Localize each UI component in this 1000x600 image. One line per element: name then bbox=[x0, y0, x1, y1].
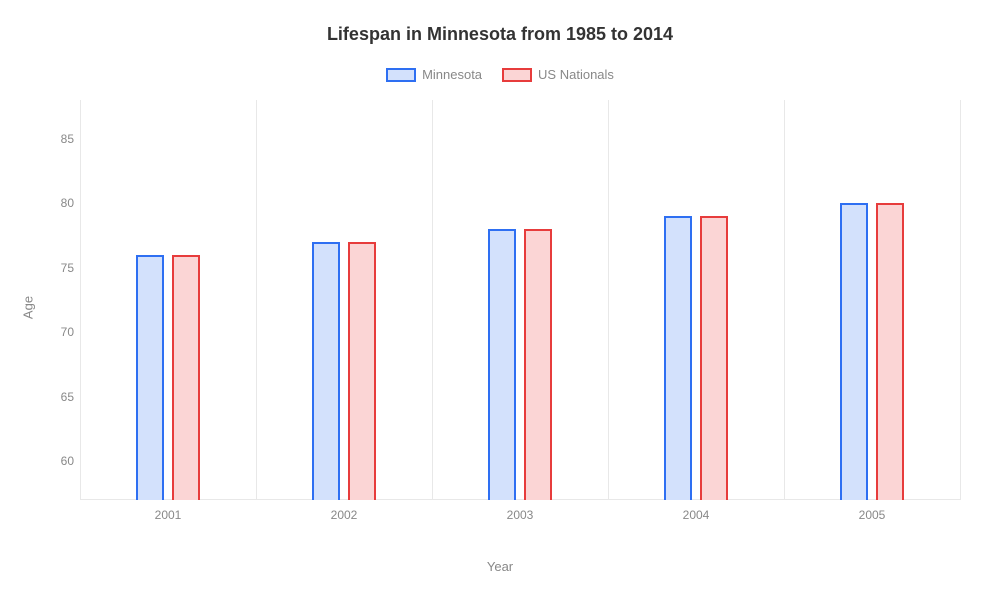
legend-label: US Nationals bbox=[538, 67, 614, 82]
y-tick: 80 bbox=[50, 196, 74, 210]
y-tick: 70 bbox=[50, 325, 74, 339]
x-tick: 2001 bbox=[155, 508, 182, 522]
x-tick: 2002 bbox=[331, 508, 358, 522]
baseline bbox=[80, 499, 960, 500]
bar bbox=[488, 229, 516, 500]
legend-item: Minnesota bbox=[386, 67, 482, 82]
chart-container: Lifespan in Minnesota from 1985 to 2014 … bbox=[0, 0, 1000, 600]
y-tick: 60 bbox=[50, 454, 74, 468]
legend-swatch bbox=[386, 68, 416, 82]
legend-swatch bbox=[502, 68, 532, 82]
x-tick: 2004 bbox=[683, 508, 710, 522]
bar bbox=[840, 203, 868, 500]
y-tick: 65 bbox=[50, 390, 74, 404]
y-axis-label: Age bbox=[21, 296, 36, 319]
legend: Minnesota US Nationals bbox=[0, 67, 1000, 82]
bar bbox=[312, 242, 340, 500]
bar bbox=[700, 216, 728, 500]
plot-area: 60657075808520012002200320042005 bbox=[80, 100, 960, 500]
bar bbox=[172, 255, 200, 500]
grid-line bbox=[80, 100, 81, 500]
grid-line bbox=[256, 100, 257, 500]
chart-title: Lifespan in Minnesota from 1985 to 2014 bbox=[0, 0, 1000, 45]
grid-line bbox=[432, 100, 433, 500]
legend-label: Minnesota bbox=[422, 67, 482, 82]
bar bbox=[136, 255, 164, 500]
bar bbox=[876, 203, 904, 500]
y-tick: 85 bbox=[50, 132, 74, 146]
grid-line bbox=[608, 100, 609, 500]
bar bbox=[524, 229, 552, 500]
x-tick: 2003 bbox=[507, 508, 534, 522]
legend-item: US Nationals bbox=[502, 67, 614, 82]
grid-line bbox=[784, 100, 785, 500]
bar bbox=[348, 242, 376, 500]
y-tick: 75 bbox=[50, 261, 74, 275]
x-axis-label: Year bbox=[487, 559, 513, 574]
grid-line bbox=[960, 100, 961, 500]
bar bbox=[664, 216, 692, 500]
x-tick: 2005 bbox=[859, 508, 886, 522]
